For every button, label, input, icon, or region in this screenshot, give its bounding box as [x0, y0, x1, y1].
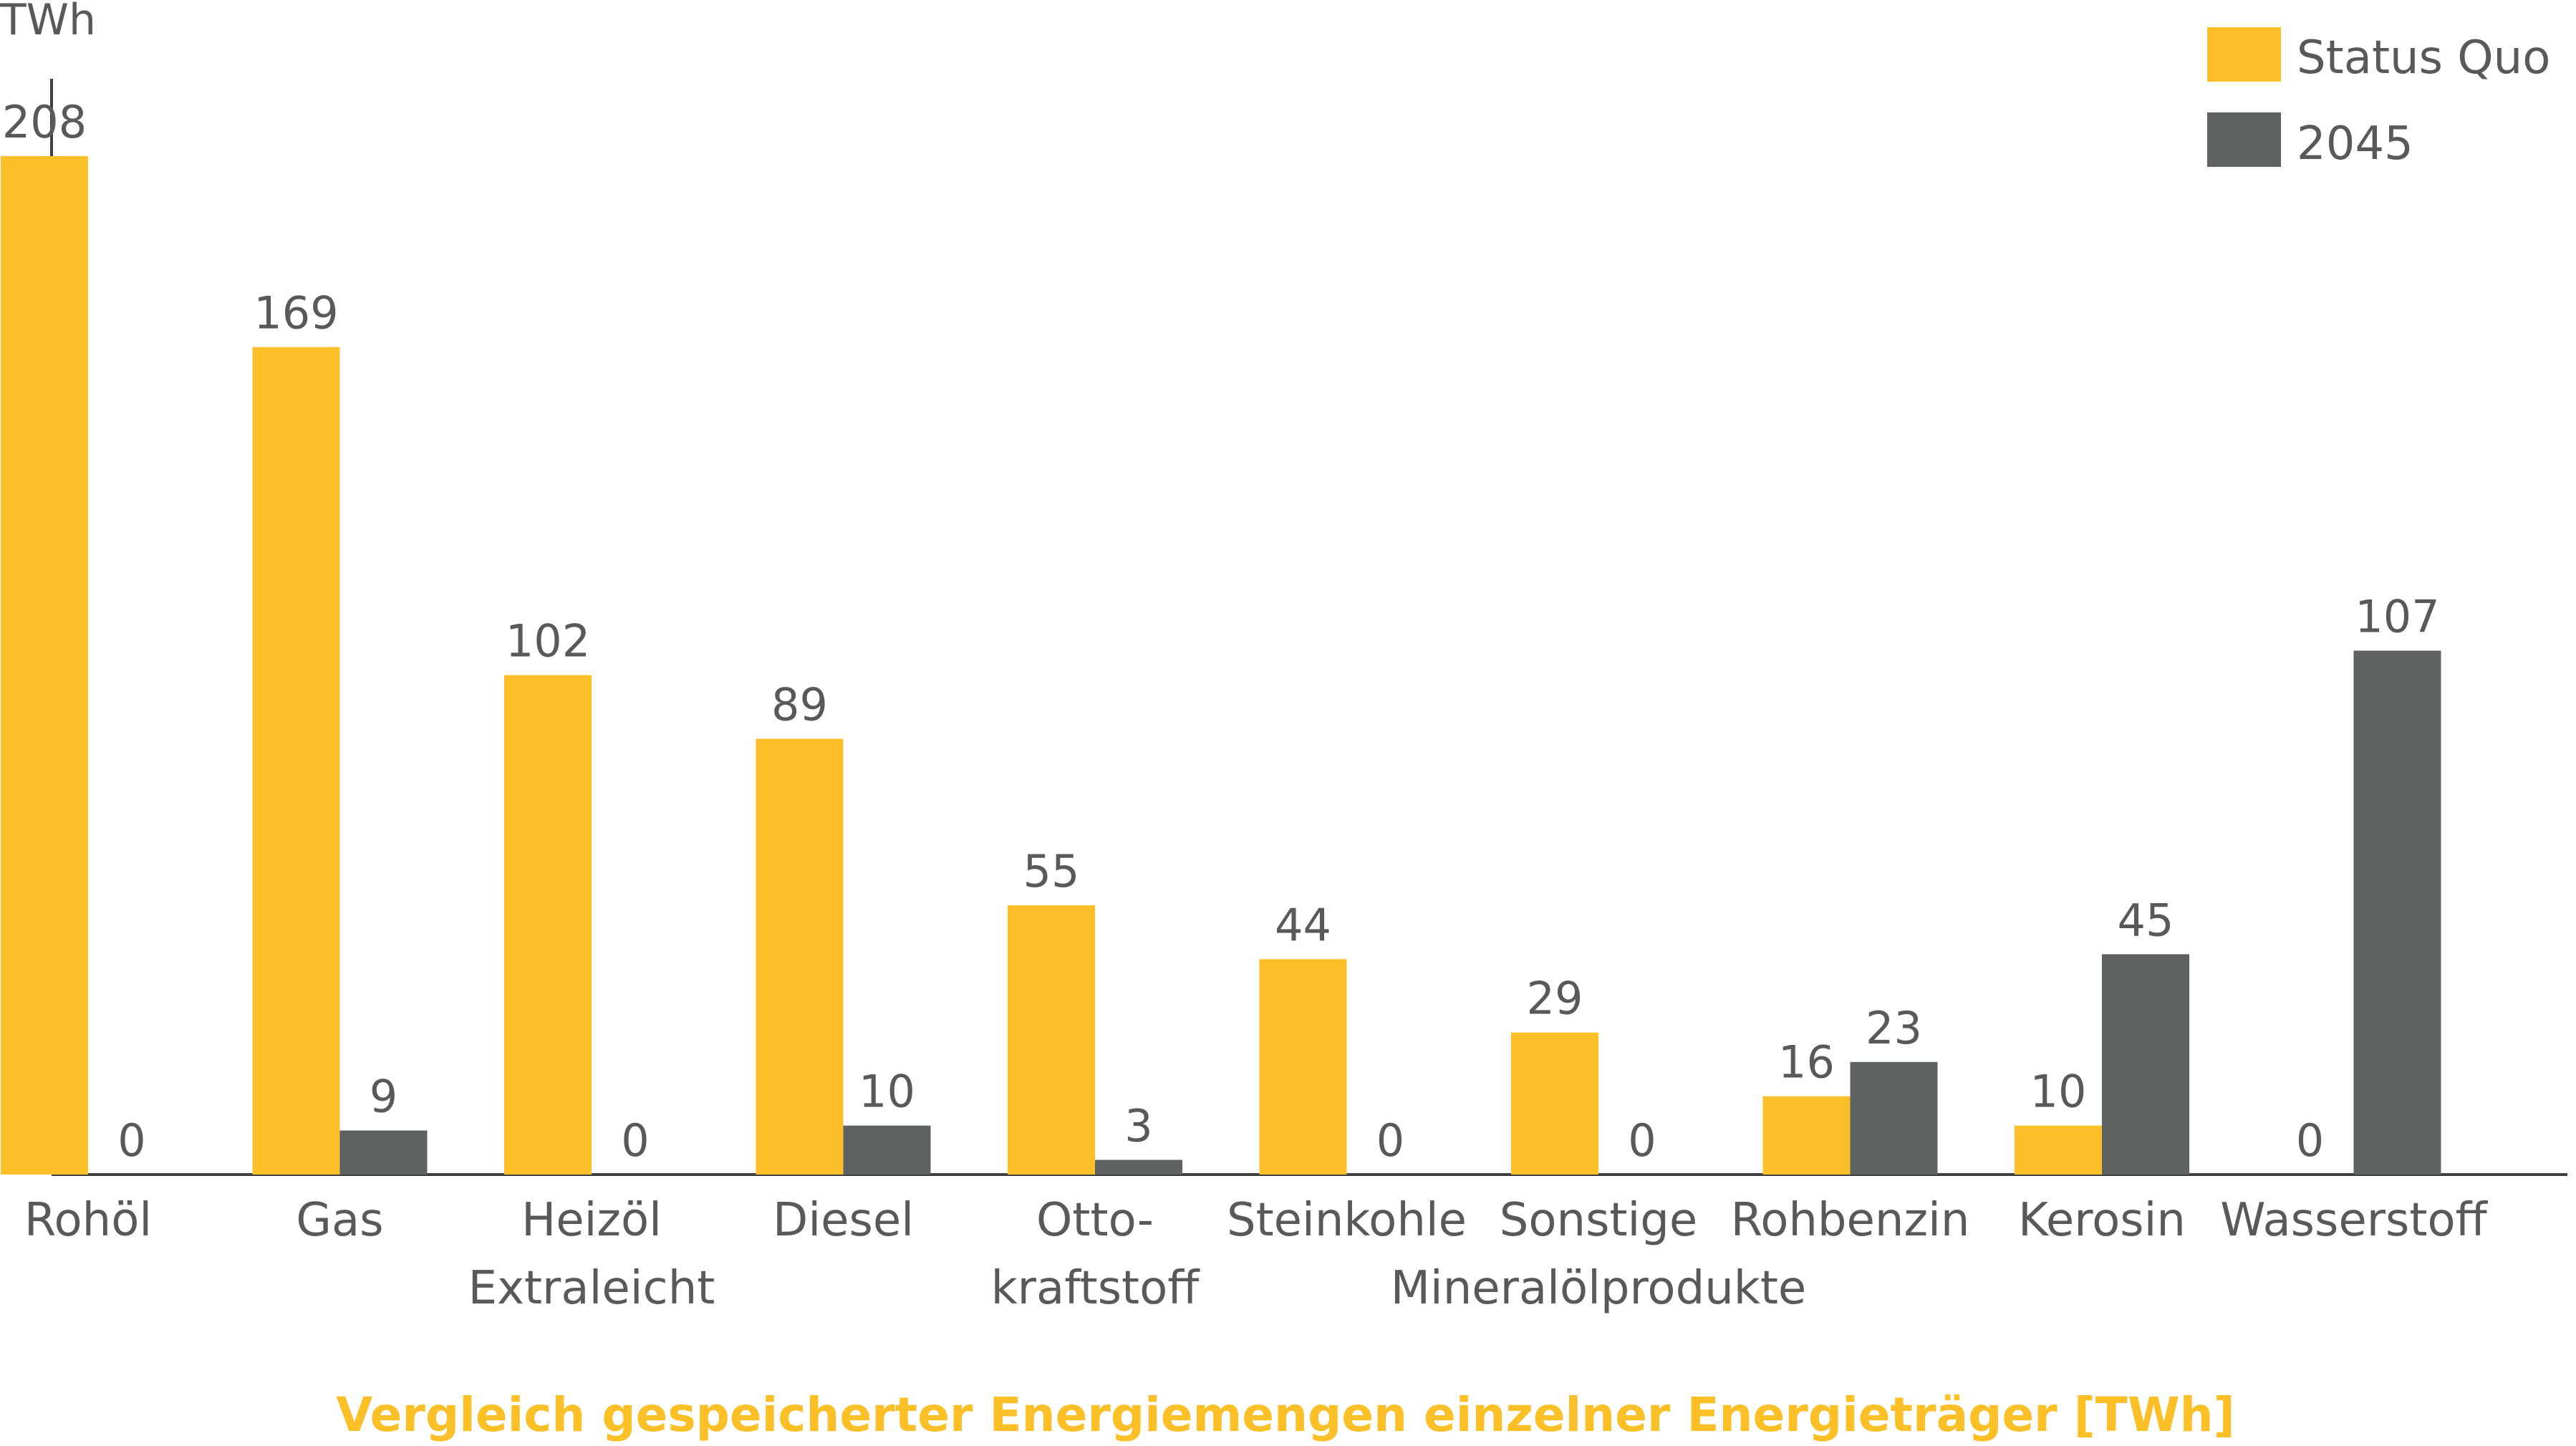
- bar-status-quo-gas: [252, 347, 340, 1175]
- bars-layer: [1, 156, 2441, 1175]
- value-label-2045-otto--kraftstoff: 3: [1124, 1099, 1152, 1152]
- value-label-status-quo-rohbenzin: 16: [1778, 1036, 1835, 1089]
- category-label-sonstige-mineralölprodukte: Sonstige Mineralölprodukte: [1391, 1194, 1807, 1315]
- bar-status-quo-rohbenzin: [1762, 1096, 1851, 1175]
- category-label-line: Gas: [296, 1194, 383, 1247]
- legend-label-status-quo: Status Quo: [2297, 32, 2550, 85]
- bar-2045-otto--kraftstoff: [1095, 1160, 1182, 1175]
- category-label-line: kraftstoff: [991, 1262, 1201, 1315]
- category-label-rohbenzin: Rohbenzin: [1731, 1194, 1970, 1247]
- value-label-status-quo-kerosin: 10: [2030, 1066, 2087, 1118]
- value-label-2045-steinkohle: 0: [1376, 1114, 1404, 1167]
- value-label-status-quo-rohöl: 208: [2, 96, 87, 148]
- category-label-line: Sonstige: [1500, 1194, 1698, 1247]
- legend-swatch-2045: [2207, 112, 2281, 167]
- bar-status-quo-sonstige-mineralölprodukte: [1511, 1032, 1598, 1175]
- category-label-diesel: Diesel: [773, 1194, 914, 1247]
- value-label-2045-sonstige-mineralölprodukte: 0: [1628, 1114, 1656, 1167]
- category-label-line: Kerosin: [2018, 1194, 2186, 1247]
- bar-status-quo-diesel: [756, 738, 844, 1175]
- value-label-status-quo-diesel: 89: [771, 679, 828, 731]
- bar-2045-gas: [339, 1130, 428, 1175]
- category-label-line: Steinkohle: [1227, 1194, 1467, 1247]
- category-label-steinkohle: Steinkohle: [1227, 1194, 1467, 1247]
- value-label-status-quo-otto--kraftstoff: 55: [1023, 845, 1080, 897]
- category-label-line: Wasserstoff: [2220, 1194, 2488, 1247]
- bar-status-quo-kerosin: [2015, 1125, 2102, 1175]
- chart-title: Vergleich gespeicherter Energiemengen ei…: [336, 1387, 2235, 1442]
- value-label-2045-gas: 9: [370, 1070, 397, 1122]
- category-label-wasserstoff: Wasserstoff: [2220, 1194, 2488, 1247]
- category-label-otto--kraftstoff: Otto-kraftstoff: [991, 1194, 1201, 1315]
- value-label-2045-rohbenzin: 23: [1866, 1002, 1922, 1054]
- value-label-2045-heizöl-extraleicht: 0: [621, 1114, 649, 1167]
- bar-2045-wasserstoff: [2353, 650, 2441, 1175]
- category-label-line: Mineralölprodukte: [1391, 1262, 1807, 1315]
- bar-2045-kerosin: [2102, 954, 2189, 1175]
- category-label-gas: Gas: [296, 1194, 383, 1247]
- category-label-heizöl-extraleicht: Heizöl Extraleicht: [468, 1194, 715, 1315]
- value-label-2045-wasserstoff: 107: [2355, 590, 2439, 642]
- category-labels-layer: Rohöl Gas Heizöl Extraleicht Diesel Otto-kraf…: [24, 1194, 2489, 1315]
- category-label-kerosin: Kerosin: [2018, 1194, 2186, 1247]
- bar-2045-diesel: [843, 1125, 931, 1175]
- legend-swatch-status-quo: [2207, 27, 2281, 82]
- value-labels-layer: 208 0 169 9 102 0 89 10 55 3 44 0 29 0 16 23 10 45 0 107: [2, 96, 2440, 1167]
- bar-status-quo-heizöl-extraleicht: [504, 675, 592, 1175]
- y-axis-unit-label: TWh: [0, 0, 96, 45]
- bar-status-quo-steinkohle: [1259, 959, 1347, 1175]
- category-label-line: Otto-: [1036, 1194, 1154, 1247]
- value-label-2045-kerosin: 45: [2118, 894, 2174, 946]
- bar-status-quo-otto--kraftstoff: [1008, 905, 1095, 1175]
- category-label-rohöl: Rohöl: [24, 1194, 152, 1247]
- category-label-line: Extraleicht: [468, 1262, 715, 1315]
- legend-label-2045: 2045: [2297, 117, 2413, 170]
- category-label-line: Heizöl: [521, 1194, 662, 1247]
- value-label-status-quo-gas: 169: [254, 287, 338, 339]
- value-label-status-quo-heizöl-extraleicht: 102: [506, 615, 590, 667]
- value-label-2045-rohöl: 0: [117, 1114, 145, 1167]
- value-label-status-quo-steinkohle: 44: [1275, 899, 1331, 951]
- category-label-line: Rohöl: [24, 1194, 152, 1247]
- legend: Status Quo 2045: [2207, 27, 2550, 170]
- category-label-line: Diesel: [773, 1194, 914, 1247]
- value-label-status-quo-sonstige-mineralölprodukte: 29: [1527, 973, 1583, 1025]
- bar-status-quo-rohöl: [1, 156, 88, 1175]
- value-label-2045-diesel: 10: [859, 1066, 915, 1118]
- category-label-line: Rohbenzin: [1731, 1194, 1970, 1247]
- value-label-status-quo-wasserstoff: 0: [2296, 1114, 2324, 1167]
- bar-2045-rohbenzin: [1850, 1061, 1938, 1175]
